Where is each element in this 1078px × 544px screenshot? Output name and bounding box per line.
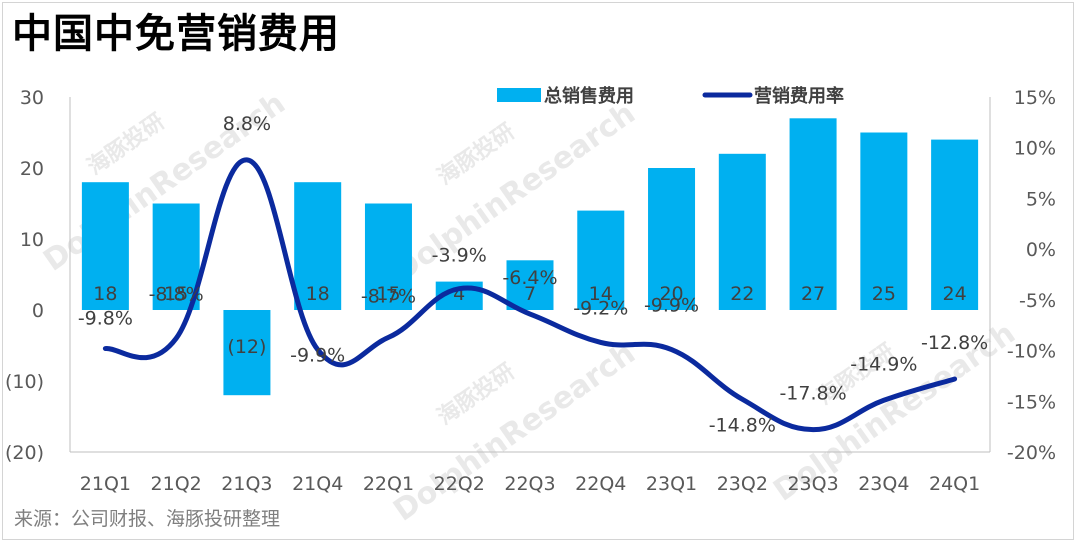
bar xyxy=(152,203,200,310)
bar xyxy=(789,118,837,310)
left-tick-label: 30 xyxy=(20,87,44,109)
watermark-text: DolphinResearch xyxy=(387,336,641,529)
bar xyxy=(294,182,342,310)
x-tick-label: 24Q1 xyxy=(929,473,980,495)
left-tick-label: 0 xyxy=(32,300,44,322)
line-data-label: -17.8% xyxy=(779,383,846,405)
bar-data-label: 18 xyxy=(306,283,330,305)
legend-line-label: 营销费用率 xyxy=(754,85,844,107)
line-data-label: -14.8% xyxy=(709,414,776,436)
legend: 总销售费用 营销费用率 xyxy=(497,85,844,107)
bar-data-label: (12) xyxy=(227,336,266,358)
bar xyxy=(577,210,625,310)
chart-title: 中国中免营销费用 xyxy=(12,11,340,57)
bar xyxy=(931,139,979,310)
left-tick-label: (10) xyxy=(5,371,44,393)
left-tick-label: 20 xyxy=(20,158,44,180)
bar-data-label: 25 xyxy=(872,283,896,305)
right-tick-label: -20% xyxy=(1007,442,1056,464)
x-tick-label: 21Q2 xyxy=(151,473,202,495)
line-data-label: -8.8% xyxy=(149,283,204,305)
bars xyxy=(81,118,979,396)
x-tick-label: 21Q4 xyxy=(292,473,343,495)
bar xyxy=(648,168,696,310)
line-data-label: -9.9% xyxy=(290,345,345,367)
right-tick-label: 10% xyxy=(1014,138,1056,160)
x-tick-label: 23Q1 xyxy=(646,473,697,495)
x-tick-label: 21Q3 xyxy=(221,473,272,495)
bar-data-label: 18 xyxy=(93,283,117,305)
legend-bar-swatch xyxy=(497,88,541,102)
x-tick-label: 22Q3 xyxy=(504,473,555,495)
bar xyxy=(81,182,129,310)
line-data-label: -9.9% xyxy=(644,295,699,317)
line-data-label: -9.8% xyxy=(78,308,133,330)
line-data-label: -12.8% xyxy=(921,332,988,354)
line-data-label: -8.7% xyxy=(361,285,416,307)
right-tick-label: 0% xyxy=(1026,239,1056,261)
bar-data-label: 7 xyxy=(524,283,536,305)
x-tick-label: 21Q1 xyxy=(80,473,131,495)
bar-data-label: 27 xyxy=(801,283,825,305)
line-data-label: -3.9% xyxy=(432,245,487,267)
right-tick-label: 5% xyxy=(1026,188,1056,210)
line-data-label: -14.9% xyxy=(850,353,917,375)
bar xyxy=(364,203,412,310)
x-tick-label: 22Q1 xyxy=(363,473,414,495)
x-tick-label: 23Q4 xyxy=(858,473,909,495)
line-labels: -9.8%-8.8%8.8%-9.9%-8.7%-3.9%-6.4%-9.2% -… xyxy=(78,113,988,436)
bar-data-label: 15 xyxy=(376,283,400,305)
axes: 30 20 10 0 (10) (20) 15% 10% 5% 0% -5% -10% -15% -20%… xyxy=(5,87,1056,495)
right-tick-label: -5% xyxy=(1019,290,1056,312)
bar xyxy=(506,260,554,310)
line-data-label: -6.4% xyxy=(502,267,557,289)
left-tick-label: (20) xyxy=(5,442,44,464)
bar-data-label: 20 xyxy=(659,283,683,305)
right-tick-label: -10% xyxy=(1007,341,1056,363)
bar xyxy=(718,153,766,310)
source-note: 来源：公司财报、海豚投研整理 xyxy=(14,508,281,530)
line-series xyxy=(102,157,958,433)
x-tick-label: 23Q2 xyxy=(717,473,768,495)
right-tick-label: -15% xyxy=(1007,391,1056,413)
line-data-label: -9.2% xyxy=(573,297,628,319)
legend-bar-label: 总销售费用 xyxy=(544,85,634,107)
bar-data-label: 15 xyxy=(164,283,188,305)
bar-data-label: 24 xyxy=(943,283,967,305)
bar-data-label: 22 xyxy=(730,283,754,305)
bar xyxy=(860,132,908,310)
left-tick-label: 10 xyxy=(20,229,44,251)
line-data-label: 8.8% xyxy=(223,113,271,135)
line-path xyxy=(102,157,958,433)
bar-labels: 18 15(12)18 15 4 7 14 20 22 27 25 24 xyxy=(93,283,966,358)
x-tick-label: 22Q2 xyxy=(434,473,485,495)
bar xyxy=(223,310,271,396)
right-tick-label: 15% xyxy=(1014,87,1056,109)
bar-data-label: 14 xyxy=(589,283,613,305)
x-tick-label: 23Q3 xyxy=(787,473,838,495)
x-tick-label: 22Q4 xyxy=(575,473,626,495)
